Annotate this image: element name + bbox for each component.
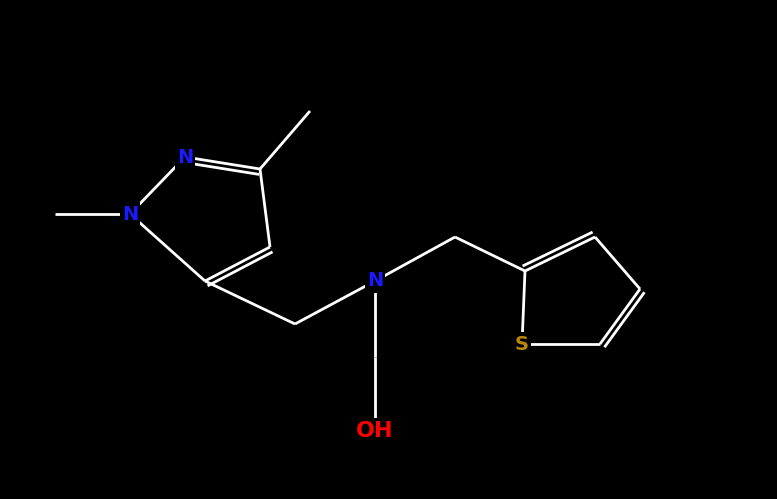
Text: N: N: [177, 148, 193, 167]
Text: OH: OH: [356, 421, 394, 441]
Text: N: N: [367, 271, 383, 290]
Text: S: S: [515, 334, 529, 353]
Text: N: N: [122, 205, 138, 224]
